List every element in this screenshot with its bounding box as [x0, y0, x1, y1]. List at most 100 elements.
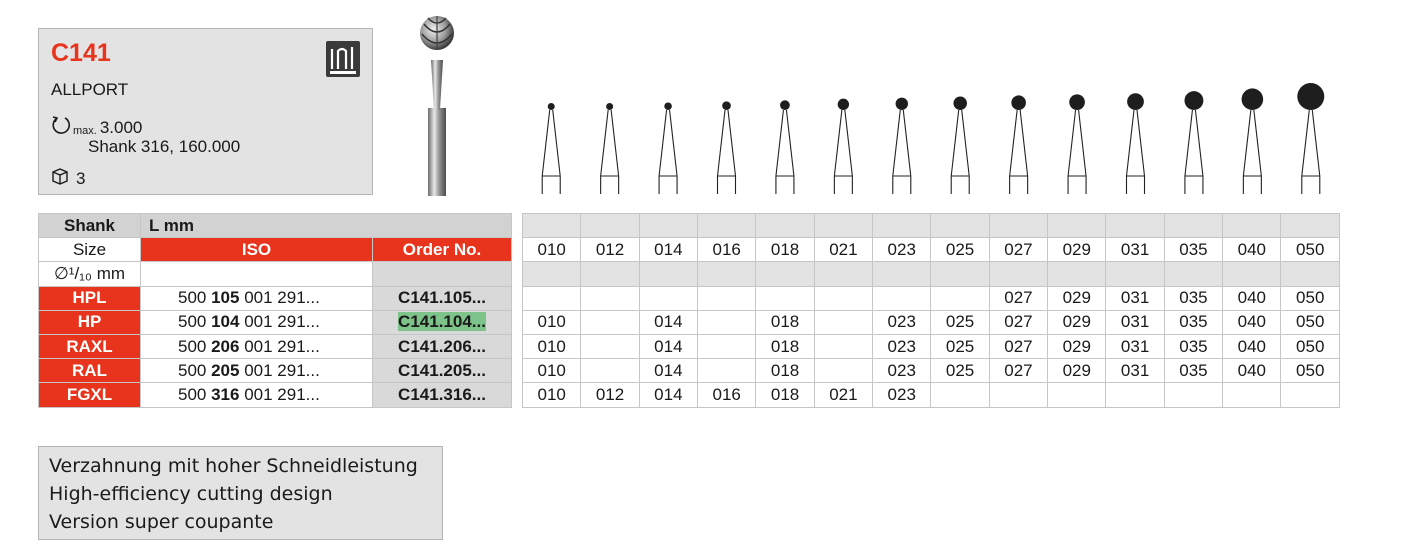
product-code: C141 — [51, 39, 111, 67]
product-name: ALLPORT — [51, 80, 129, 99]
iso-shank-code: 206 — [211, 336, 240, 356]
blank-cell — [638, 261, 699, 287]
availability-cell: 023 — [872, 333, 932, 360]
table-row: RAL 500 205 001 291... C141.205... — [38, 358, 513, 384]
table-row: FGXL 500 316 001 291... C141.316... — [38, 382, 513, 408]
order-number-cell: C141.205... — [371, 358, 513, 384]
availability-cell: 010 — [521, 309, 582, 335]
table-row: RAXL 500 206 001 291... C141.206... — [38, 333, 513, 360]
shank-type: HP — [38, 309, 141, 335]
availability-cell: 040 — [1222, 285, 1282, 311]
blank-cell — [1222, 261, 1282, 287]
iso-suffix: 001 291... — [239, 360, 320, 380]
availability-cell — [813, 309, 874, 335]
blank-cell — [1280, 212, 1340, 239]
size-header: 040 — [1222, 237, 1282, 263]
bur-silhouette-010 — [541, 103, 561, 194]
iso-shank-code: 105 — [211, 288, 240, 308]
blank-cell — [521, 261, 582, 287]
availability-cell — [1280, 382, 1340, 408]
availability-cell: 035 — [1163, 358, 1224, 384]
bur-photo — [420, 16, 454, 196]
availability-cell — [988, 382, 1049, 408]
bur-silhouette-027 — [1009, 95, 1029, 194]
bur-silhouette-012 — [600, 103, 620, 194]
blank-cell — [930, 261, 990, 287]
iso-prefix: 500 — [178, 312, 212, 332]
bur-silhouette-050 — [1297, 83, 1325, 194]
blank-cell — [1222, 212, 1282, 239]
availability-cell — [755, 285, 815, 311]
iso-number: 500 316 001 291... — [140, 382, 373, 408]
package-box-icon — [51, 167, 69, 190]
availability-cell: 035 — [1163, 309, 1224, 335]
order-number-cell: C141.316... — [371, 382, 513, 408]
blank-cell — [638, 212, 699, 239]
size-header-blank-row — [521, 212, 1340, 239]
blank-cell — [1105, 212, 1165, 239]
bur-silhouette-025 — [950, 96, 970, 194]
size-header: 012 — [580, 237, 640, 263]
header-iso: ISO — [140, 237, 373, 263]
order-number-cell: C141.104... — [371, 309, 513, 335]
order-number: C141.104... — [398, 312, 486, 332]
bur-silhouette-031 — [1125, 93, 1146, 194]
bur-silhouette-040 — [1241, 88, 1264, 194]
availability-cell — [813, 333, 874, 360]
description-de: Verzahnung mit hoher Schneidleistung — [49, 455, 418, 477]
bur-silhouette-029 — [1067, 94, 1087, 194]
availability-cell: 031 — [1105, 333, 1165, 360]
blank-cell — [1163, 261, 1224, 287]
availability-cell: 014 — [638, 382, 699, 408]
availability-cell: 010 — [521, 358, 582, 384]
iso-number: 500 206 001 291... — [140, 333, 373, 360]
availability-cell: 050 — [1280, 358, 1340, 384]
availability-row: 010 012 014 016 018 021 023 — [521, 382, 1340, 408]
availability-cell — [930, 382, 990, 408]
order-number-cell: C141.206... — [371, 333, 513, 360]
availability-cell: 050 — [1280, 333, 1340, 360]
size-header: 018 — [755, 237, 815, 263]
availability-cell: 016 — [697, 382, 757, 408]
size-header-row: 010 012 014 016 018 021 023 025 027 029 031 035 040 0… — [521, 237, 1340, 263]
order-number-cell: C141.105... — [371, 285, 513, 311]
iso-shank-code: 316 — [211, 384, 240, 404]
header-diameter: ∅¹/₁₀ mm — [38, 261, 141, 287]
bur-drawings — [420, 16, 1325, 196]
availability-cell: 031 — [1105, 285, 1165, 311]
blank-cell — [755, 261, 815, 287]
rotation-arrow-icon — [51, 115, 71, 140]
availability-cell: 010 — [521, 333, 582, 360]
availability-cell — [697, 358, 757, 384]
availability-cell: 014 — [638, 333, 699, 360]
size-header: 027 — [988, 237, 1049, 263]
max-speed-shank: Shank 316, 160.000 — [88, 137, 241, 156]
blank-cell — [1047, 212, 1107, 239]
iso-suffix: 001 291... — [239, 336, 320, 356]
availability-cell — [813, 358, 874, 384]
availability-cell: 018 — [755, 309, 815, 335]
availability-cell: 027 — [988, 333, 1049, 360]
availability-cell: 023 — [872, 309, 932, 335]
availability-cell — [638, 285, 699, 311]
availability-row: 010 014 018 023 025 027 029 031 035 040 050 — [521, 358, 1340, 384]
bur-size-silhouettes — [541, 83, 1325, 194]
availability-cell — [1222, 382, 1282, 408]
blank-cell — [371, 261, 513, 287]
iso-suffix: 001 291... — [239, 312, 320, 332]
availability-cell: 029 — [1047, 333, 1107, 360]
size-header: 021 — [813, 237, 874, 263]
iso-shank-code: 205 — [211, 360, 240, 380]
availability-cell: 018 — [755, 382, 815, 408]
header-size: Size — [38, 237, 141, 263]
pack-quantity-value: 3 — [76, 168, 86, 188]
availability-cell: 018 — [755, 358, 815, 384]
blank-cell — [813, 261, 874, 287]
availability-cell: 029 — [1047, 358, 1107, 384]
blank-cell — [521, 212, 582, 239]
bur-silhouette-014 — [658, 102, 678, 194]
availability-cell: 040 — [1222, 358, 1282, 384]
availability-cell: 014 — [638, 309, 699, 335]
availability-cell: 021 — [813, 382, 874, 408]
iso-prefix: 500 — [178, 360, 212, 380]
